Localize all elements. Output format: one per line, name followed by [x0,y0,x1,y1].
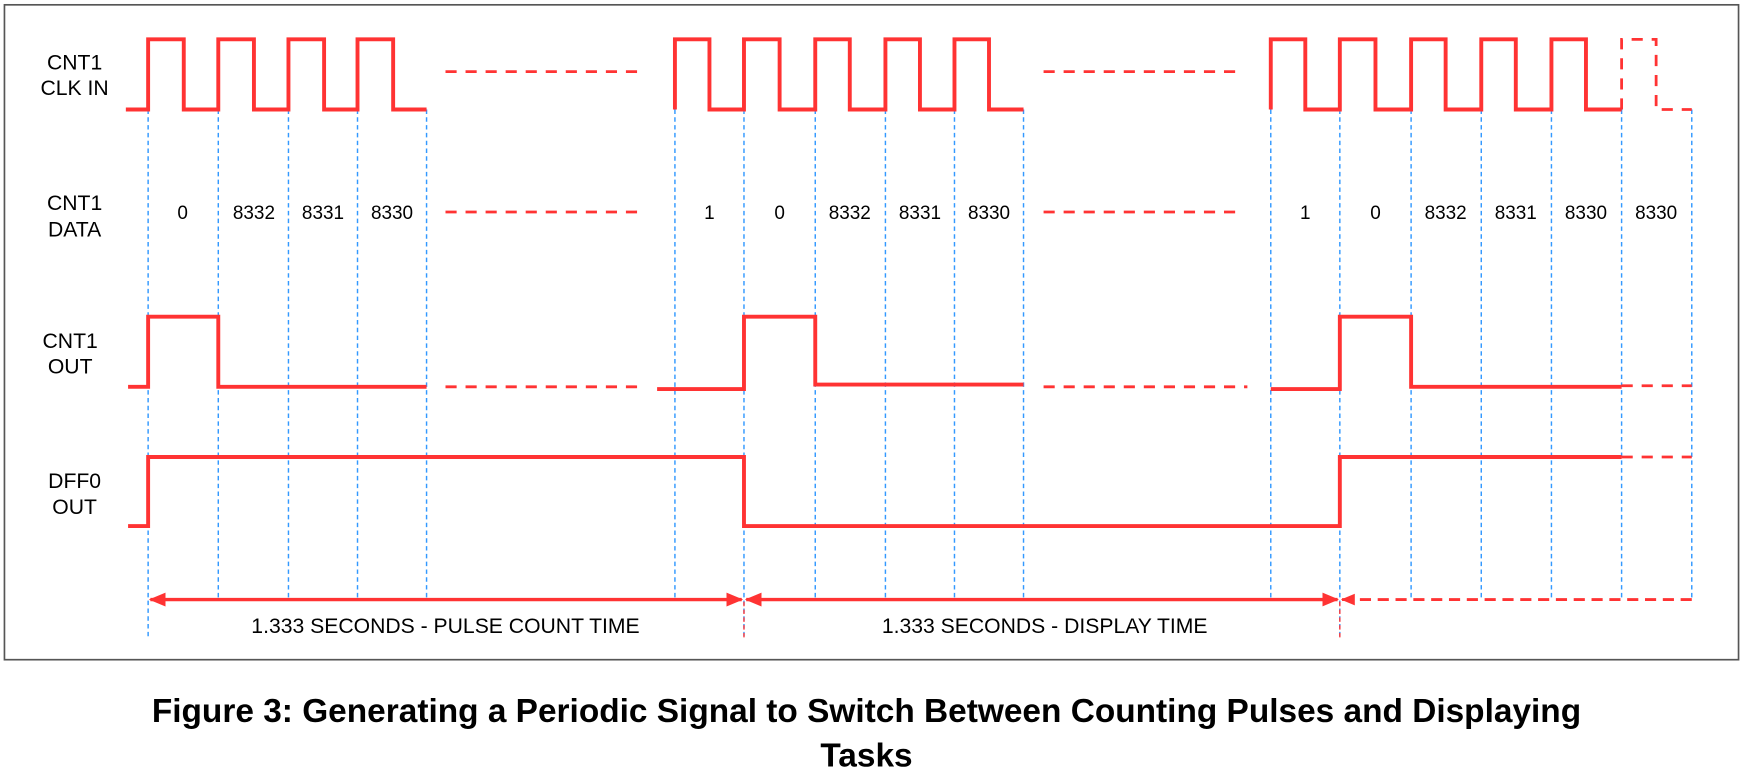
data-value: 1 [1300,203,1311,224]
data-value: 8332 [1425,203,1467,224]
data-value: 8330 [371,203,413,224]
data-value: 0 [1370,203,1381,224]
signal-label: CNT1 [47,51,102,74]
data-value: 8332 [233,203,275,224]
data-value: 8331 [1495,203,1537,224]
signal-label: OUT [52,496,97,519]
cnt1-out-waveform [128,314,1692,392]
time-arrows [148,592,1692,641]
data-value: 8331 [302,203,344,224]
time-label: 1.333 SECONDS - DISPLAY TIME [882,615,1208,638]
clk-waveform [125,37,1692,112]
signal-label: CNT1 [43,330,98,353]
data-value: 8330 [968,203,1010,224]
data-value: 0 [177,203,188,224]
data-value: 0 [774,203,785,224]
frame [3,3,1740,661]
caption: Tasks [820,738,912,775]
caption: Figure 3: Generating a Periodic Signal t… [152,693,1581,730]
signal-label: DFF0 [48,470,101,493]
signal-label: CLK IN [41,77,109,100]
data-value: 8330 [1635,203,1677,224]
data-values: 0 8332 8331 8330 1 0 8332 8331 8330 1 0 8332 8331 833… [177,203,1677,224]
signal-label: DATA [48,218,102,241]
data-value: 8331 [899,203,941,224]
time-label: 1.333 SECONDS - PULSE COUNT TIME [251,615,639,638]
data-value: 1 [704,203,715,224]
dff0-out-waveform [128,455,1692,528]
signal-label: CNT1 [47,192,102,215]
signal-labels: CNT1 CLK IN CNT1 DATA CNT1 OUT DFF0 OUT [41,51,109,518]
data-value: 8330 [1565,203,1607,224]
data-value: 8332 [829,203,871,224]
signal-label: OUT [48,355,93,378]
